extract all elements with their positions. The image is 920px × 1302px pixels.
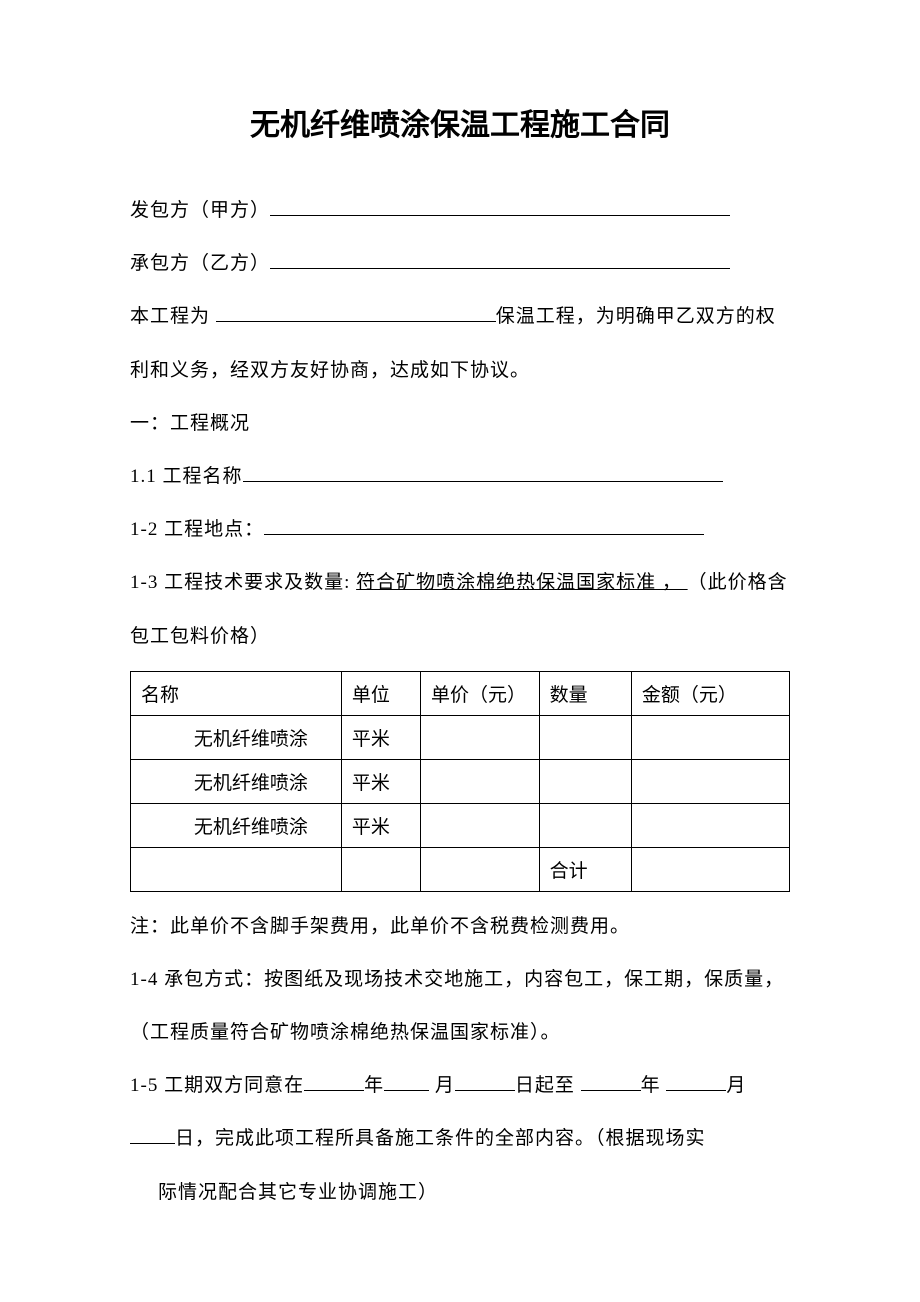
document-title: 无机纤维喷涂保温工程施工合同 — [130, 100, 790, 144]
cell-price — [420, 715, 539, 759]
cell-total-amount — [631, 847, 789, 891]
item-1-5-day2: 日，完成此项工程所具备施工条件的全部内容。（根据现场实 — [175, 1128, 706, 1149]
cell-qty — [539, 759, 631, 803]
item-1-3-prefix: 1-3 工程技术要求及数量: — [130, 572, 356, 593]
cell-unit: 平米 — [341, 803, 420, 847]
label-month: 月 — [429, 1075, 455, 1096]
cell-price — [420, 803, 539, 847]
th-amount: 金额（元） — [631, 671, 789, 715]
table-note: 注：此单价不含脚手架费用，此单价不含税费检测费用。 — [130, 900, 790, 953]
cell-unit: 平米 — [341, 715, 420, 759]
item-1-5: 1-5 工期双方同意在 年 月 日起至 年 月日，完成此项工程所具备施工条件的全部内… — [130, 1059, 790, 1219]
blank-year2 — [581, 1072, 641, 1091]
cell-price — [420, 759, 539, 803]
cell-empty — [131, 847, 342, 891]
blank-day1 — [455, 1072, 515, 1091]
cell-qty — [539, 803, 631, 847]
project-name-blank — [243, 463, 723, 482]
item-1-2-label: 1-2 工程地点： — [130, 519, 264, 540]
cell-empty — [341, 847, 420, 891]
th-name: 名称 — [131, 671, 342, 715]
item-1-5-p1: 1-5 工期双方同意在 — [130, 1075, 304, 1096]
party-a-label: 发包方（甲方） — [130, 200, 270, 221]
item-1-4: 1-4 承包方式：按图纸及现场技术交地施工，内容包工，保工期，保质量，（工程质量… — [130, 953, 790, 1059]
table-row: 无机纤维喷涂 平米 — [131, 715, 790, 759]
label-day-to: 日起至 — [515, 1075, 581, 1096]
cell-name: 无机纤维喷涂 — [131, 759, 342, 803]
party-b-blank — [270, 250, 730, 269]
intro-prefix: 本工程为 — [130, 306, 216, 327]
party-b-label: 承包方（乙方） — [130, 253, 270, 274]
cell-unit: 平米 — [341, 759, 420, 803]
label-year: 年 — [364, 1075, 384, 1096]
project-location-blank — [264, 516, 704, 535]
item-1-5-tail: 际情况配合其它专业协调施工） — [130, 1166, 790, 1219]
cell-qty — [539, 715, 631, 759]
th-qty: 数量 — [539, 671, 631, 715]
item-1-3-underlined: 符合矿物喷涂棉绝热保温国家标准 ， — [356, 572, 688, 593]
item-1-1-label: 1.1 工程名称 — [130, 466, 243, 487]
intro-line: 本工程为 保温工程，为明确甲乙双方的权利和义务，经双方友好协商，达成如下协议。 — [130, 290, 790, 396]
cell-empty — [420, 847, 539, 891]
table-row: 无机纤维喷涂 平米 — [131, 759, 790, 803]
party-a-blank — [270, 197, 730, 216]
pricing-table: 名称 单位 单价（元） 数量 金额（元） 无机纤维喷涂 平米 无机纤维喷涂 平米… — [130, 671, 790, 892]
th-price: 单价（元） — [420, 671, 539, 715]
cell-amount — [631, 759, 789, 803]
cell-amount — [631, 715, 789, 759]
blank-month1 — [384, 1072, 429, 1091]
item-1-3: 1-3 工程技术要求及数量: 符合矿物喷涂棉绝热保温国家标准 ， （此价格含包工… — [130, 556, 790, 662]
item-1-2: 1-2 工程地点： — [130, 503, 790, 556]
cell-name: 无机纤维喷涂 — [131, 715, 342, 759]
table-row: 无机纤维喷涂 平米 — [131, 803, 790, 847]
project-blank — [216, 303, 496, 322]
party-a-line: 发包方（甲方） — [130, 184, 790, 237]
label-month2: 月 — [726, 1075, 746, 1096]
table-header-row: 名称 单位 单价（元） 数量 金额（元） — [131, 671, 790, 715]
blank-year1 — [304, 1072, 364, 1091]
section-1-heading: 一：工程概况 — [130, 397, 790, 450]
label-year2: 年 — [641, 1075, 667, 1096]
party-b-line: 承包方（乙方） — [130, 237, 790, 290]
blank-month2 — [666, 1072, 726, 1091]
cell-name: 无机纤维喷涂 — [131, 803, 342, 847]
table-total-row: 合计 — [131, 847, 790, 891]
item-1-1: 1.1 工程名称 — [130, 450, 790, 503]
blank-day2 — [130, 1125, 175, 1144]
cell-amount — [631, 803, 789, 847]
cell-total-label: 合计 — [539, 847, 631, 891]
th-unit: 单位 — [341, 671, 420, 715]
